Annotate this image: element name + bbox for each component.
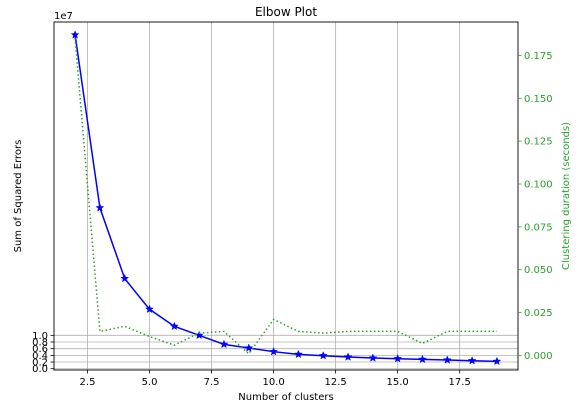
sse-star-marker [343,352,353,361]
sse-star-marker [169,321,179,331]
y2-tick-label: 0.000 [524,351,553,362]
x-tick-label: 7.5 [204,377,220,388]
sse-star-marker [70,30,80,39]
y2-tick-label: 0.075 [524,222,553,233]
y-axis-ticks: 0.00.20.40.60.81.0 [32,331,54,375]
y-offset-label: 1e7 [54,11,73,22]
y2-tick-label: 0.125 [524,137,553,148]
sse-star-marker [318,350,328,360]
x-tick-label: 10.0 [262,377,284,388]
sse-star-marker [269,346,279,356]
y2-tick-label: 0.175 [524,51,553,62]
x-tick-label: 2.5 [80,377,96,388]
y-tick-label: 0.8 [32,338,48,349]
x-tick-label: 5.0 [142,377,158,388]
y2-axis-title: Clustering duration (seconds) [561,122,572,270]
series-layer [70,30,502,366]
sse-star-marker [95,203,105,212]
sse-star-marker [492,356,502,366]
x-tick-label: 12.5 [324,377,346,388]
grid-layer [54,22,518,370]
sse-star-marker [145,304,154,314]
x-tick-label: 15.0 [387,377,409,388]
y-tick-label: 0.6 [32,344,48,355]
sse-series-line [74,34,497,363]
x-tick-label: 17.5 [449,377,471,388]
y2-tick-label: 0.025 [524,308,553,319]
plot-frame [53,21,519,371]
sse-star-marker [418,354,427,364]
x-axis-ticks: 2.5 5.0 7.5 10.0 12.5 15.0 17.5 [80,370,471,388]
sse-star-marker [244,343,254,352]
y2-axis-ticks: 0.000 0.025 0.050 0.075 0.100 0.125 0.150 0.175 [518,51,553,362]
y2-tick-label: 0.050 [524,265,553,276]
y-tick-label: 0.2 [32,358,48,369]
y2-tick-label: 0.150 [524,94,553,105]
y-tick-label: 0.0 [32,364,48,375]
sse-star-marker [467,355,477,365]
sse-star-marker [368,353,378,362]
sse-star-marker [393,353,403,363]
chart-title: Elbow Plot [255,5,317,19]
y2-tick-label: 0.100 [524,180,553,191]
y-tick-label: 0.4 [32,351,48,362]
sse-star-marker [293,349,303,359]
y-axis-title: Sum of Squared Errors [13,140,24,253]
sse-star-marker [442,355,452,364]
sse-star-marker [120,273,130,283]
x-axis-title: Number of clusters [238,392,333,403]
sse-star-marker [219,339,229,349]
y-tick-label: 1.0 [32,331,48,342]
